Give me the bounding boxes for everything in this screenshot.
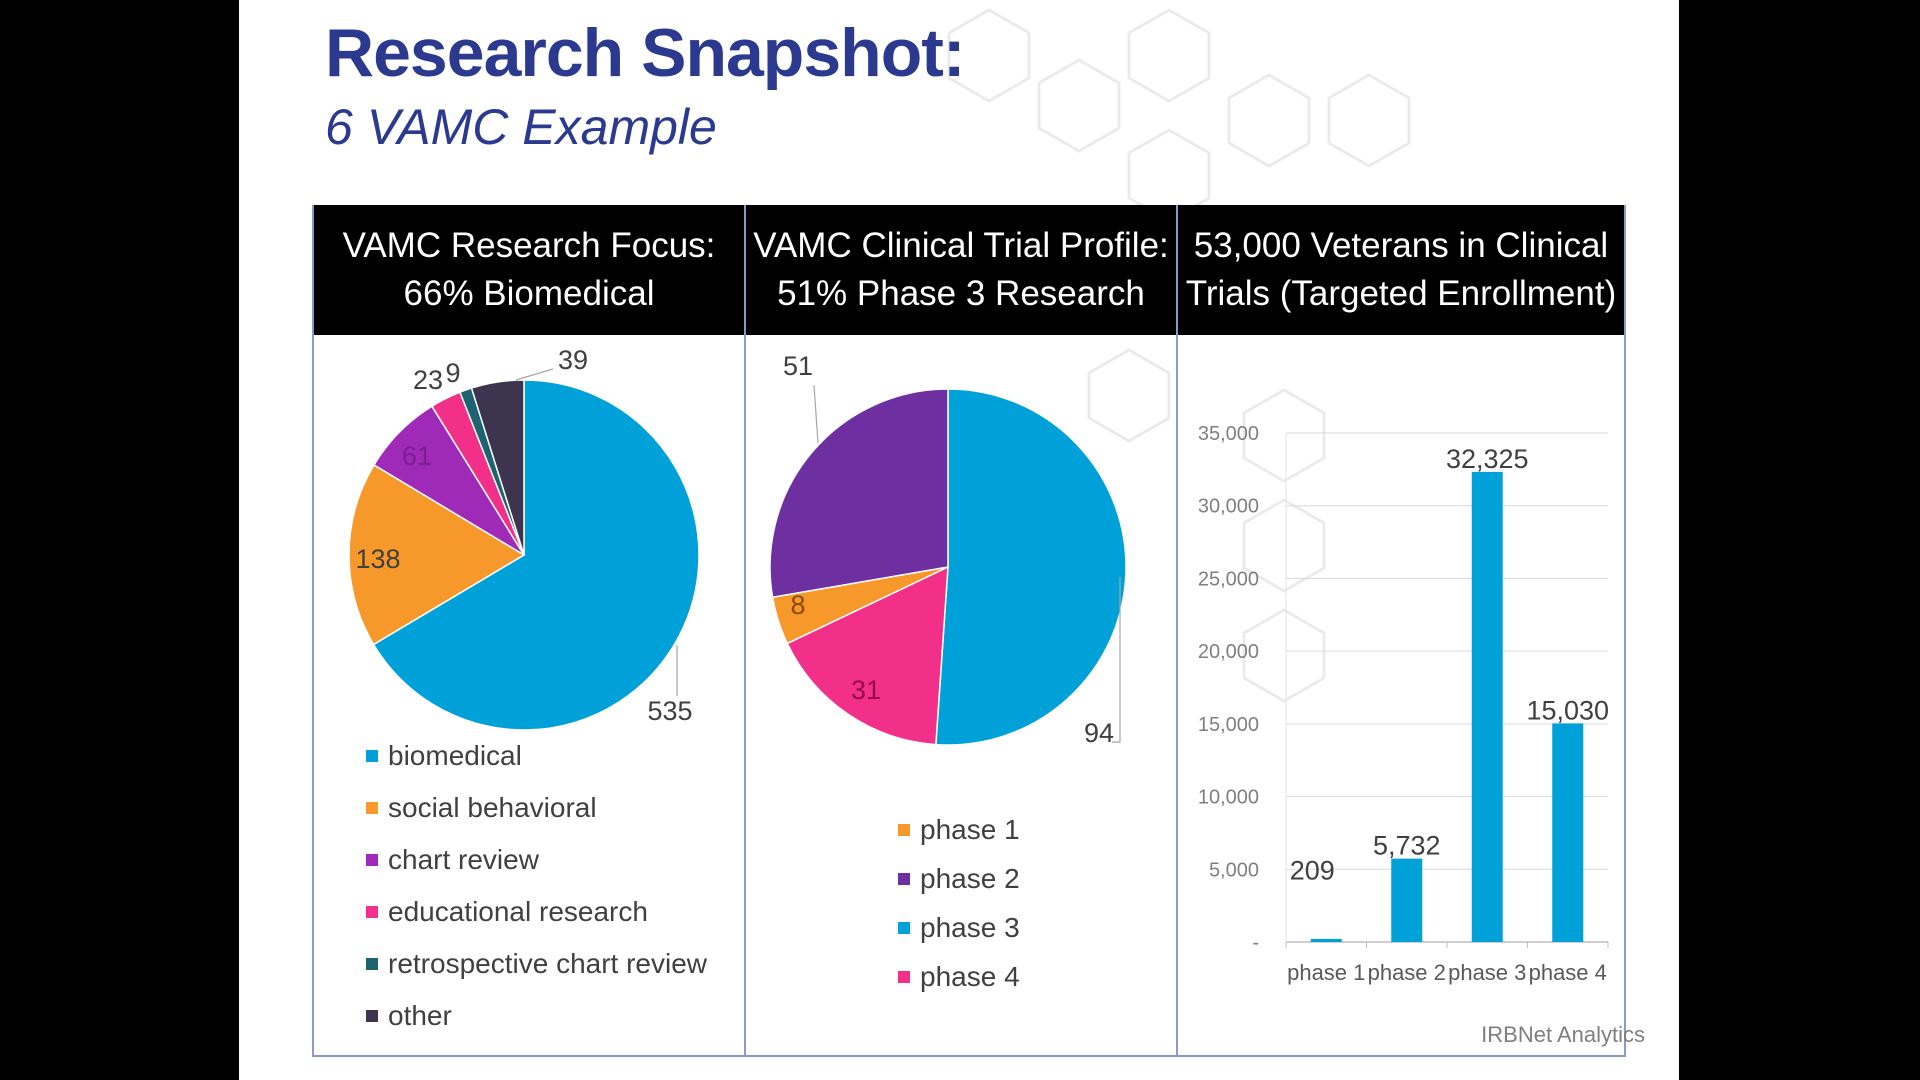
y-tick-label: 15,000 bbox=[1198, 714, 1259, 736]
panel-veterans-enrollment: 53,000 Veterans in Clinical Trials (Targ… bbox=[1176, 205, 1626, 1057]
value-label-phase-1: 209 bbox=[1290, 855, 1335, 885]
panel-title-line-2: 66% Biomedical bbox=[403, 274, 655, 313]
panel-title-line-1: VAMC Research Focus: bbox=[342, 226, 716, 265]
legend-swatch bbox=[366, 750, 378, 762]
y-tick-label: 5,000 bbox=[1209, 859, 1259, 881]
value-label-phase-2: 5,732 bbox=[1373, 831, 1441, 861]
legend-item-phase-3: phase 3 bbox=[898, 903, 1020, 952]
legend-swatch bbox=[898, 921, 910, 934]
data-label-retrospective-chart-review: 9 bbox=[445, 358, 460, 388]
slide-title: Research Snapshot: bbox=[325, 15, 966, 91]
panel-header-clinical-trial-profile: VAMC Clinical Trial Profile: 51% Phase 3… bbox=[746, 205, 1176, 335]
legend-item-retrospective-chart-review: retrospective chart review bbox=[366, 938, 707, 990]
panel-header-research-focus: VAMC Research Focus: 66% Biomedical bbox=[314, 205, 744, 335]
panel-title-line-2: 51% Phase 3 Research bbox=[777, 274, 1145, 313]
legend-item-chart-review: chart review bbox=[366, 834, 707, 886]
legend-swatch bbox=[898, 872, 910, 885]
slide-subtitle: 6 VAMC Example bbox=[325, 99, 717, 155]
x-tick-label-phase-4: phase 4 bbox=[1529, 960, 1607, 985]
slide: Research Snapshot: 6 VAMC Example VAMC R… bbox=[239, 0, 1679, 1080]
research-focus-pie-chart: 535 138 61 23 9 39 bbox=[348, 345, 700, 731]
legend-label: biomedical bbox=[388, 740, 522, 771]
legend-label: social behavioral bbox=[388, 792, 597, 823]
legend-item-phase-1: phase 1 bbox=[898, 805, 1020, 854]
legend-label: educational research bbox=[388, 896, 648, 927]
y-tick-label: 10,000 bbox=[1198, 787, 1259, 809]
pie-slice-biomedical bbox=[372, 379, 700, 731]
bar-phase-1 bbox=[1310, 938, 1342, 942]
data-label-biomedical: 535 bbox=[647, 696, 692, 726]
panel-title-line-1: VAMC Clinical Trial Profile: bbox=[753, 226, 1169, 265]
leader-line-phase-3 bbox=[1112, 577, 1121, 743]
data-label-phase-4: 31 bbox=[851, 675, 881, 705]
x-tick-label-phase-2: phase 2 bbox=[1368, 960, 1446, 985]
source-credit: IRBNet Analytics bbox=[1481, 1022, 1645, 1047]
legend-label: retrospective chart review bbox=[388, 948, 708, 979]
value-label-phase-4: 15,030 bbox=[1526, 695, 1609, 725]
leader-line-phase-2 bbox=[813, 384, 819, 444]
panel-clinical-trial-profile: VAMC Clinical Trial Profile: 51% Phase 3… bbox=[744, 205, 1178, 1057]
legend-swatch bbox=[366, 958, 378, 970]
legend-label: phase 2 bbox=[920, 862, 1020, 894]
x-tick-label-phase-1: phase 1 bbox=[1287, 960, 1365, 985]
panel-header-veterans-enrollment: 53,000 Veterans in Clinical Trials (Targ… bbox=[1178, 205, 1624, 335]
legend-swatch bbox=[898, 823, 910, 836]
legend-label: phase 3 bbox=[920, 911, 1020, 943]
panel-research-focus: VAMC Research Focus: 66% Biomedical 535 1… bbox=[312, 205, 746, 1057]
legend-item-biomedical: biomedical bbox=[366, 730, 707, 782]
data-label-other: 39 bbox=[558, 345, 588, 375]
y-tick-label: 25,000 bbox=[1198, 568, 1259, 590]
legend-swatch bbox=[898, 970, 910, 983]
legend-label: phase 4 bbox=[920, 960, 1020, 992]
data-label-educational-research: 23 bbox=[413, 365, 443, 395]
data-label-phase-1: 8 bbox=[790, 590, 805, 620]
legend-item-educational-research: educational research bbox=[366, 886, 707, 938]
legend-swatch bbox=[366, 854, 378, 866]
pie-slice-social-behavioral bbox=[348, 463, 526, 646]
research-focus-legend: biomedical social behavioral chart review e… bbox=[366, 730, 707, 1042]
y-tick-label: - bbox=[1252, 932, 1259, 954]
data-label-phase-2: 51 bbox=[783, 351, 813, 381]
leader-line-other bbox=[515, 368, 554, 381]
value-label-phase-3: 32,325 bbox=[1446, 444, 1529, 474]
data-label-phase-3: 94 bbox=[1084, 718, 1114, 748]
legend-swatch bbox=[366, 906, 378, 918]
legend-label: chart review bbox=[388, 844, 539, 875]
pie-slice-phase-4 bbox=[786, 565, 949, 746]
pie-slice-phase-3 bbox=[935, 388, 1127, 746]
legend-item-other: other bbox=[366, 990, 707, 1042]
bar-phase-3 bbox=[1471, 471, 1503, 942]
legend-item-phase-4: phase 4 bbox=[898, 952, 1020, 1001]
pie-slice-phase-2 bbox=[769, 388, 949, 599]
y-tick-label: 20,000 bbox=[1198, 641, 1259, 663]
legend-item-phase-2: phase 2 bbox=[898, 854, 1020, 903]
clinical-trial-pie-chart: 51 8 31 94 bbox=[769, 351, 1127, 748]
bar-phase-2 bbox=[1391, 858, 1423, 942]
legend-swatch bbox=[366, 802, 378, 814]
panel-title-line-1: 53,000 Veterans in Clinical bbox=[1193, 226, 1609, 265]
y-tick-label: 30,000 bbox=[1198, 496, 1259, 518]
y-tick-label: 35,000 bbox=[1198, 423, 1259, 445]
legend-label: phase 1 bbox=[920, 813, 1020, 845]
legend-item-social-behavioral: social behavioral bbox=[366, 782, 707, 834]
bar-phase-4 bbox=[1552, 723, 1584, 942]
x-tick-label-phase-3: phase 3 bbox=[1448, 960, 1526, 985]
clinical-trial-legend: phase 1 phase 2 phase 3 phase 4 bbox=[898, 805, 1020, 1001]
panel-title-line-2: Trials (Targeted Enrollment) bbox=[1185, 274, 1617, 313]
data-label-social-behavioral: 138 bbox=[355, 544, 400, 574]
data-label-chart-review: 61 bbox=[402, 441, 432, 471]
legend-swatch bbox=[366, 1010, 378, 1022]
legend-label: other bbox=[388, 1000, 452, 1031]
pie-slice-other bbox=[470, 379, 525, 556]
enrollment-bar-chart: - 5,000 10,000 15,000 20,000 25,000 30,000 35,0… bbox=[1198, 423, 1609, 985]
